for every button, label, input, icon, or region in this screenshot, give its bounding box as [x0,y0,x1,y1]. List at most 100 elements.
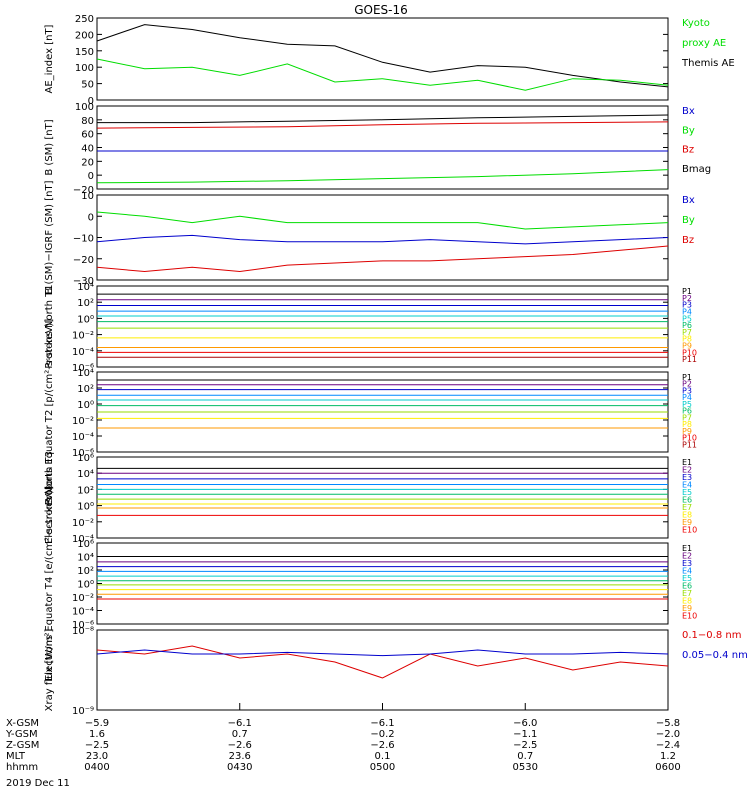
x-axis-row-label: Z-GSM [6,740,39,751]
panel-frame [96,194,669,281]
x-axis-row-label: Y-GSM [5,729,38,740]
legend-entry: P7 [682,413,692,422]
y-tick-label: 10² [77,485,94,496]
legend-entry: Bx [682,106,695,117]
y-tick-label: 50 [81,80,94,91]
y-tick-label: 10⁴ [77,553,94,564]
x-axis-value: 0.7 [232,729,248,740]
panel-4: 10⁻⁶ 10⁻⁴ 10⁻² 10⁰ 10² 10⁴ Protons Equator T2 … [44,319,697,506]
legend-entry: P2 [682,380,692,389]
legend-entry: E8 [682,511,692,520]
legend-entry: Bz [682,145,694,156]
x-axis-value: 1.6 [89,729,105,740]
y-tick-label: 250 [75,14,94,25]
series-line-1 [96,649,669,657]
x-axis-row-label: MLT [6,751,26,762]
legend-entry: P5 [682,400,692,409]
y-tick-label: 10⁻⁶ [72,363,94,374]
panel-frame [96,542,669,625]
y-axis-label: B (SM) [nT] [44,119,55,175]
legend-entry: By [682,125,695,136]
y-tick-label: 10⁰ [77,314,94,325]
panel-7: 10⁻⁹ 10⁻⁸ Xray flux [W/m²] 0.1−0.8 nm 0.05−0… [44,626,748,717]
x-axis-value: 0430 [227,762,252,773]
x-axis-value: −1.1 [513,729,537,740]
x-axis-value: 0400 [84,762,109,773]
y-tick-label: 10⁻² [72,416,94,427]
x-axis-value: −0.2 [370,729,394,740]
panel-frame [96,285,669,368]
legend-entry: By [682,215,695,226]
x-axis-table: X-GSM −5.9 −6.1 −6.1 −6.0 −5.8 Y-GSM 1.6 0.7 −0.2… [5,703,681,789]
y-axis-label: B (SM)−IGRF (SM) [nT] [44,180,55,294]
legend-entry: E1 [682,458,692,467]
legend-entry: Kyoto [682,18,710,29]
series-line-0 [96,211,669,230]
legend-entry: 0.05−0.4 nm [682,650,748,661]
series-line-0 [96,645,669,679]
legend-entry: P5 [682,314,692,323]
y-tick-label: 100 [75,63,94,74]
legend-entry: E8 [682,597,692,606]
y-tick-label: 10⁻⁶ [72,620,94,631]
legend-entry: P7 [682,328,692,337]
legend-entry: Themis AE [681,58,735,69]
legend-entry: P8 [682,420,692,429]
x-axis-value: −5.8 [656,718,680,729]
y-tick-label: 10⁴ [77,368,94,379]
y-tick-label: 10⁴ [77,469,94,480]
legend-entry: Bmag [682,164,711,175]
x-axis-value: 0.1 [375,751,391,762]
panel-frame [96,629,669,711]
y-axis-label: Protons Equator T2 [p/(cm²-s-sr-keV)] [44,319,55,506]
y-tick-label: 10⁻⁴ [72,607,94,618]
legend-entry: proxy AE [682,38,726,49]
y-axis-label: Protons North T1 [44,284,55,368]
legend-entry: 0.1−0.8 nm [682,630,741,641]
legend-entry: E4 [682,481,692,490]
series-line-1 [96,58,669,91]
legend-entry: P3 [682,301,692,310]
legend-entry: P8 [682,335,692,344]
x-axis-value: 23.6 [229,751,251,762]
y-tick-label: 40 [81,144,94,155]
series-line-1 [96,121,669,129]
y-tick-label: 80 [81,116,94,127]
y-tick-label: 10⁰ [77,400,94,411]
y-axis-label: Electrons North T3 [44,451,55,544]
x-axis-value: −6.0 [513,718,537,729]
panel-5: 10⁻⁴ 10⁻² 10⁰ 10² 10⁴ 10⁶ Electrons North T3 E1… [44,451,697,545]
legend-entry: E5 [682,488,692,497]
x-axis-value: −6.1 [228,718,252,729]
legend-entry: E3 [682,559,692,568]
x-axis-value: −5.9 [85,718,109,729]
x-axis-value: 1.2 [660,751,676,762]
x-axis-value: −2.5 [85,740,109,751]
date-label: 2019 Dec 11 [6,778,70,789]
legend-entry: E4 [682,567,692,576]
legend-entry: P1 [682,373,692,382]
legend-entry: Bz [682,235,694,246]
legend-entry: E10 [682,612,697,621]
panel-0: 0 50 100 150 200 250 AE_index [nT] Kyoto proxy A… [44,14,735,107]
panel-frame [96,105,669,190]
y-tick-label: 10² [77,566,94,577]
x-axis-row-label: X-GSM [6,718,39,729]
legend-entry: P4 [682,393,692,402]
legend-entry: E10 [682,526,697,535]
x-axis-value: 0.7 [517,751,533,762]
y-tick-label: 10⁴ [77,282,94,293]
y-tick-label: 10 [81,191,94,202]
y-tick-label: 10⁻⁴ [72,534,94,545]
x-axis-row-label: hhmm [6,762,38,773]
y-tick-label: 0 [88,212,94,223]
legend-entry: E1 [682,544,692,553]
y-tick-label: 10⁶ [77,539,94,550]
x-axis-value: −2.0 [656,729,680,740]
y-tick-label: 10⁻⁶ [72,448,94,459]
y-tick-label: −10 [73,234,94,245]
legend-entry: E6 [682,496,692,505]
y-tick-label: 10⁻⁴ [72,347,94,358]
y-tick-label: 200 [75,30,94,41]
panel-frame [96,456,669,539]
